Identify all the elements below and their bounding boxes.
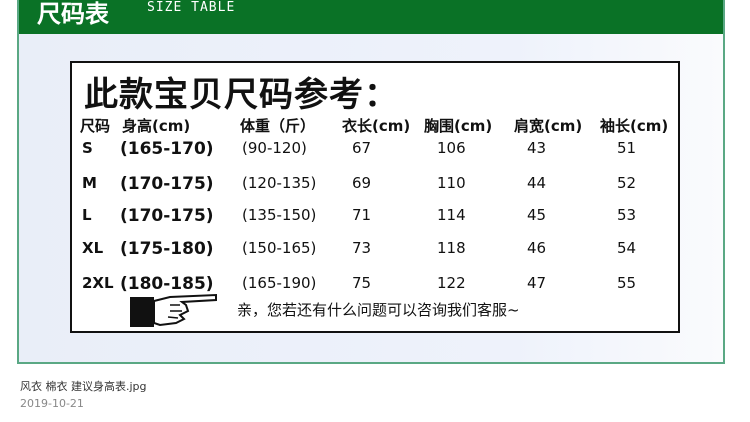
table-cell: 75 [352, 274, 372, 292]
table-cell: (175-180) [120, 239, 214, 259]
table-cell: (165-170) [120, 139, 214, 159]
table-cell: 71 [352, 206, 372, 224]
size-chart-title: 此款宝贝尺码参考： [84, 75, 399, 115]
image-header-banner: 尺码表 SIZE TABLE [19, 0, 723, 34]
table-cell: (90-120) [242, 139, 307, 157]
table-cell: 45 [527, 206, 547, 224]
table-cell: 44 [527, 174, 547, 192]
pointing-hand-icon [130, 293, 217, 327]
table-cell: 2XL [82, 274, 114, 292]
size-chart-box: 此款宝贝尺码参考： 尺码 身高(cm) 体重（斤） 衣长(cm) 胸围(cm) 肩宽(cm… [70, 61, 680, 333]
customer-service-note: 亲，您若还有什么问题可以咨询我们客服~ [237, 301, 520, 319]
table-cell: M [82, 174, 97, 192]
column-header: 胸围(cm) [424, 117, 493, 135]
column-header: 肩宽(cm) [514, 117, 583, 135]
table-cell: (150-165) [242, 239, 317, 257]
table-cell: (170-175) [120, 206, 214, 226]
image-filename[interactable]: 风衣 棉衣 建议身高表.jpg [20, 380, 147, 393]
column-header: 身高(cm) [122, 117, 191, 135]
column-header: 袖长(cm) [600, 117, 669, 135]
column-header: 体重（斤） [240, 117, 316, 135]
table-cell: (135-150) [242, 206, 317, 224]
table-cell: 106 [437, 139, 466, 157]
table-cell: 47 [527, 274, 547, 292]
table-cell: (180-185) [120, 274, 214, 294]
table-cell: 52 [617, 174, 637, 192]
table-cell: L [82, 206, 92, 224]
table-cell: (170-175) [120, 174, 214, 194]
table-cell: 53 [617, 206, 637, 224]
column-header: 衣长(cm) [342, 117, 411, 135]
table-cell: 43 [527, 139, 547, 157]
table-cell: S [82, 139, 93, 157]
table-cell: (165-190) [242, 274, 317, 292]
table-cell: (120-135) [242, 174, 317, 192]
header-title-en: SIZE TABLE [147, 0, 236, 15]
table-cell: XL [82, 239, 104, 257]
table-cell: 55 [617, 274, 637, 292]
table-cell: 110 [437, 174, 466, 192]
table-cell: 67 [352, 139, 372, 157]
image-date: 2019-10-21 [20, 397, 84, 410]
size-table-image[interactable]: 尺码表 SIZE TABLE 此款宝贝尺码参考： 尺码 身高(cm) 体重（斤） 衣长… [17, 0, 725, 364]
table-cell: 122 [437, 274, 466, 292]
table-cell: 51 [617, 139, 637, 157]
table-cell: 46 [527, 239, 547, 257]
table-cell: 73 [352, 239, 372, 257]
table-cell: 54 [617, 239, 637, 257]
table-cell: 118 [437, 239, 466, 257]
table-cell: 69 [352, 174, 372, 192]
column-header: 尺码 [80, 117, 111, 135]
table-cell: 114 [437, 206, 466, 224]
header-title-cn: 尺码表 [37, 0, 109, 28]
